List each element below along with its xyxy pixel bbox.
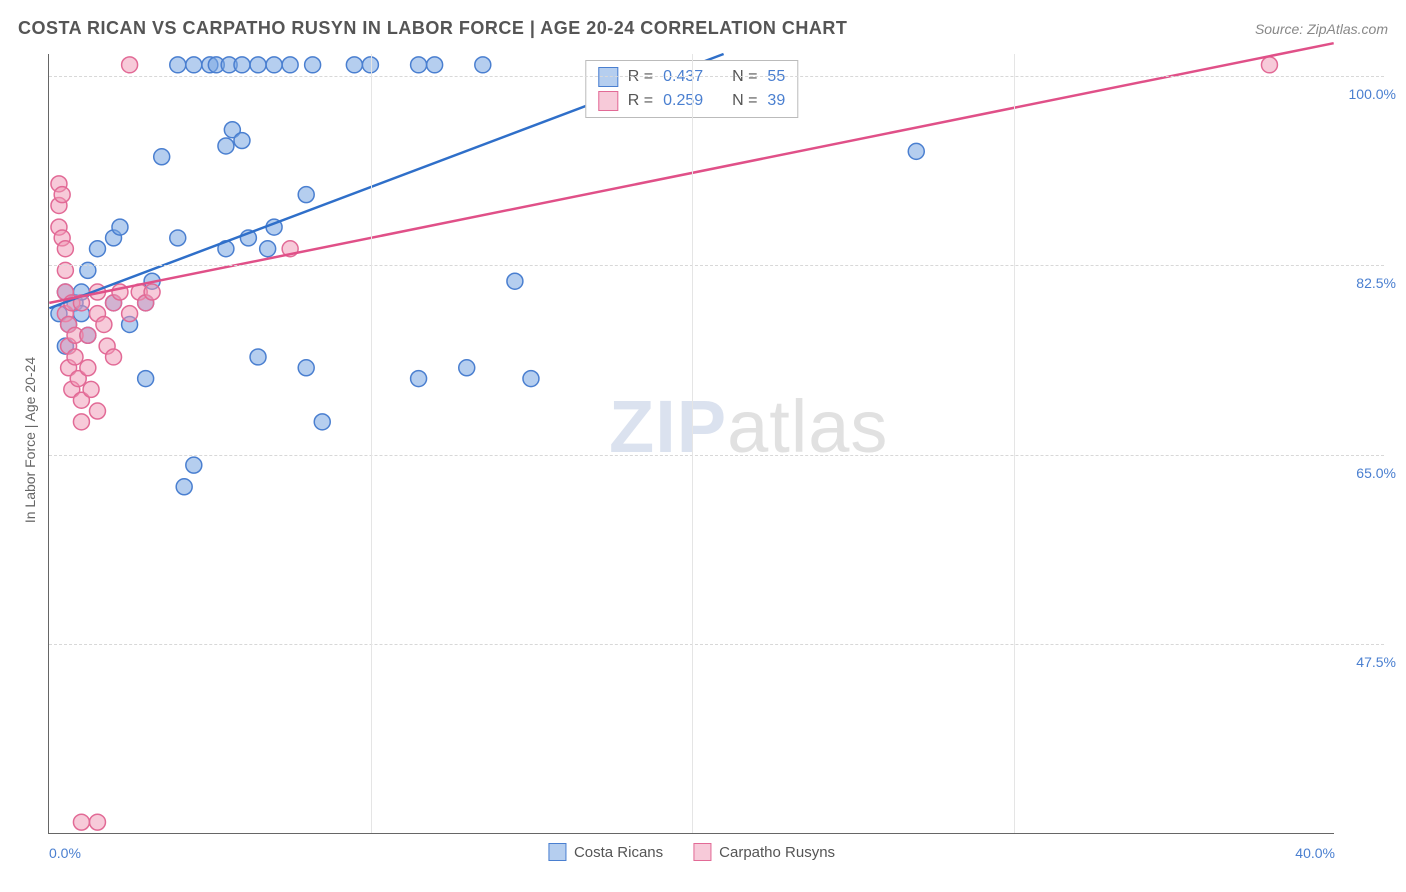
y-tick-label: 47.5% (1341, 654, 1396, 670)
y-tick-label: 100.0% (1341, 86, 1396, 102)
legend-item-1: Costa Ricans (548, 843, 663, 861)
y-tick-label: 65.0% (1341, 465, 1396, 481)
scatter-point (234, 133, 250, 149)
scatter-point (122, 306, 138, 322)
legend-swatch-2 (693, 843, 711, 861)
scatter-point (57, 241, 73, 257)
scatter-point (282, 57, 298, 73)
r-value-1: 0.437 (663, 68, 703, 86)
scatter-point (1261, 57, 1277, 73)
scatter-point (73, 814, 89, 830)
scatter-point (266, 57, 282, 73)
n-value-1: 55 (767, 68, 785, 86)
grid-line-v (692, 54, 693, 833)
scatter-point (908, 143, 924, 159)
stats-swatch-1 (598, 67, 618, 87)
scatter-point (250, 349, 266, 365)
scatter-point (80, 360, 96, 376)
scatter-point (144, 284, 160, 300)
scatter-point (411, 371, 427, 387)
scatter-point (298, 187, 314, 203)
grid-line-v (371, 54, 372, 833)
scatter-point (89, 403, 105, 419)
scatter-point (80, 327, 96, 343)
stats-swatch-2 (598, 91, 618, 111)
legend-label-2: Carpatho Rusyns (719, 844, 835, 861)
scatter-point (234, 57, 250, 73)
scatter-point (89, 814, 105, 830)
legend-item-2: Carpatho Rusyns (693, 843, 835, 861)
r-label: R = (628, 68, 653, 86)
grid-line-h (49, 265, 1384, 266)
scatter-point (112, 219, 128, 235)
y-tick-label: 82.5% (1341, 275, 1396, 291)
scatter-point (170, 57, 186, 73)
grid-line-v (1014, 54, 1015, 833)
x-tick-label: 40.0% (1295, 845, 1335, 861)
scatter-point (298, 360, 314, 376)
scatter-point (218, 138, 234, 154)
scatter-point (89, 241, 105, 257)
scatter-point (170, 230, 186, 246)
legend: Costa Ricans Carpatho Rusyns (548, 843, 835, 861)
scatter-point (305, 57, 321, 73)
n-value-2: 39 (767, 92, 785, 110)
legend-swatch-1 (548, 843, 566, 861)
scatter-point (138, 371, 154, 387)
scatter-point (427, 57, 443, 73)
scatter-point (507, 273, 523, 289)
scatter-point (67, 349, 83, 365)
plot-area: ZIPatlas R = 0.437 N = 55 R = 0.259 N = … (48, 54, 1334, 834)
y-axis-label: In Labor Force | Age 20-24 (22, 357, 38, 523)
scatter-point (314, 414, 330, 430)
x-tick-label: 0.0% (49, 845, 81, 861)
scatter-point (186, 57, 202, 73)
scatter-point (106, 349, 122, 365)
scatter-point (250, 57, 266, 73)
grid-line-h (49, 76, 1384, 77)
scatter-point (523, 371, 539, 387)
scatter-point (54, 187, 70, 203)
scatter-point (176, 479, 192, 495)
chart-title: COSTA RICAN VS CARPATHO RUSYN IN LABOR F… (18, 18, 847, 39)
scatter-point (459, 360, 475, 376)
scatter-point (260, 241, 276, 257)
n-label: N = (732, 92, 757, 110)
grid-line-h (49, 455, 1384, 456)
scatter-point (122, 57, 138, 73)
scatter-point (154, 149, 170, 165)
scatter-point (73, 414, 89, 430)
r-value-2: 0.259 (663, 92, 703, 110)
scatter-point (186, 457, 202, 473)
r-label: R = (628, 92, 653, 110)
source-label: Source: ZipAtlas.com (1255, 21, 1388, 37)
n-label: N = (732, 68, 757, 86)
scatter-point (96, 316, 112, 332)
grid-line-h (49, 644, 1384, 645)
scatter-point (346, 57, 362, 73)
legend-label-1: Costa Ricans (574, 844, 663, 861)
scatter-point (83, 381, 99, 397)
scatter-point (475, 57, 491, 73)
scatter-point (411, 57, 427, 73)
